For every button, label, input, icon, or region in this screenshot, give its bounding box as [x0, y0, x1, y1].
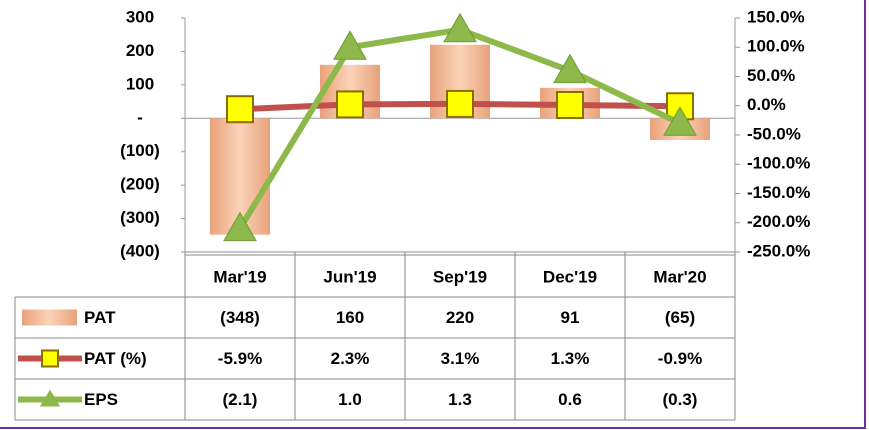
legend-label: PAT	[84, 308, 116, 327]
data-label: 1.3	[448, 390, 472, 409]
y-tick-label: (400)	[120, 241, 160, 260]
data-label: -0.9%	[658, 349, 702, 368]
y2-tick-label: 100.0%	[747, 37, 805, 56]
y-tick-label: -	[137, 108, 143, 127]
y-tick-label: (300)	[120, 208, 160, 227]
marker	[556, 90, 584, 119]
data-label: -5.9%	[218, 349, 262, 368]
y-tick-label: 200	[126, 41, 154, 60]
data-label: (348)	[220, 308, 260, 327]
legend-key	[41, 349, 59, 368]
y2-tick-label: 150.0%	[747, 7, 805, 26]
data-label: 220	[446, 308, 474, 327]
marker	[446, 89, 474, 118]
y2-tick-label: -50.0%	[747, 124, 801, 143]
data-label: 160	[336, 308, 364, 327]
data-label: 2.3%	[331, 349, 370, 368]
x-tick-label: Jun'19	[323, 267, 376, 286]
data-label: 1.3%	[551, 349, 590, 368]
y2-tick-label: 50.0%	[747, 66, 795, 85]
data-label: 0.6	[558, 390, 582, 409]
y2-tick-label: -200.0%	[747, 212, 810, 231]
legend-key	[22, 309, 77, 326]
data-label: (65)	[665, 308, 695, 327]
marker	[333, 30, 367, 60]
y-tick-label: 100	[126, 74, 154, 93]
data-label: (2.1)	[223, 390, 258, 409]
marker	[663, 106, 697, 136]
data-label: 3.1%	[441, 349, 480, 368]
x-tick-label: Dec'19	[543, 267, 597, 286]
marker	[553, 53, 587, 84]
legend-label: PAT (%)	[84, 349, 147, 368]
data-label: 1.0	[338, 390, 362, 409]
y2-tick-label: -150.0%	[747, 183, 810, 202]
y-tick-label: 300	[126, 7, 154, 26]
y-tick-label: (200)	[120, 175, 160, 194]
y-tick-label: (100)	[120, 141, 160, 160]
y2-tick-label: -250.0%	[747, 241, 810, 260]
x-tick-label: Sep'19	[433, 267, 487, 286]
marker	[443, 12, 477, 43]
y2-tick-label: -100.0%	[747, 154, 810, 173]
data-label: 91	[561, 308, 580, 327]
x-tick-label: Mar'20	[653, 267, 706, 286]
marker	[336, 90, 364, 119]
legend-key	[40, 389, 60, 407]
data-label: (0.3)	[663, 390, 698, 409]
x-tick-label: Mar'19	[213, 267, 266, 286]
marker	[223, 211, 257, 242]
marker	[226, 95, 254, 124]
legend-label: EPS	[84, 390, 118, 409]
y2-tick-label: 0.0%	[747, 95, 786, 114]
